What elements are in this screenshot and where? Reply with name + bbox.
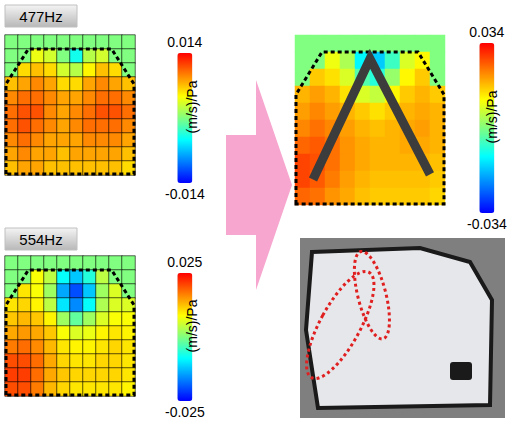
svg-text:-0.025: -0.025 (165, 404, 205, 420)
svg-text:-0.014: -0.014 (165, 186, 205, 202)
svg-text:(m/s)/Pa: (m/s)/Pa (484, 90, 500, 143)
svg-text:554Hz: 554Hz (19, 231, 62, 248)
svg-text:0.025: 0.025 (167, 254, 202, 270)
svg-text:0.014: 0.014 (167, 34, 202, 50)
svg-text:0.034: 0.034 (469, 24, 504, 40)
svg-text:-0.034: -0.034 (467, 216, 507, 232)
svg-text:477Hz: 477Hz (19, 8, 62, 25)
svg-text:(m/s)/Pa: (m/s)/Pa (184, 299, 200, 352)
svg-text:(m/s)/Pa: (m/s)/Pa (184, 80, 200, 133)
